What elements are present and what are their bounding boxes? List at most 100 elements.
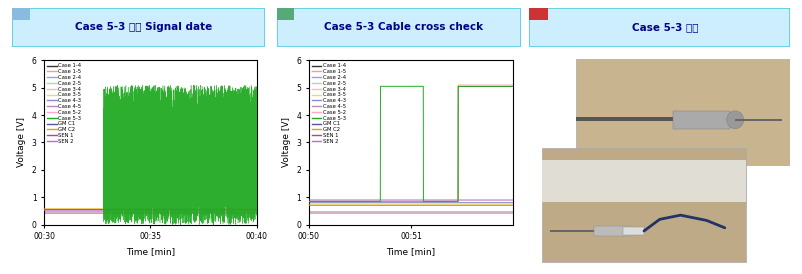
Bar (673, 111, 730, 129)
GM C2 (391, 202, 401, 206)
GM C2 (174, 207, 184, 210)
X-axis label: Time [min]: Time [min] (126, 247, 175, 256)
Case 1-5 (174, 210, 184, 213)
Case 5-3 (492, 85, 502, 88)
SEN 2 (391, 204, 401, 207)
Case 2-5 (401, 211, 411, 214)
SEN 1 (174, 208, 184, 211)
Case 4-3 (174, 212, 184, 215)
Case 4-3 (196, 212, 206, 215)
Case 5-2 (209, 211, 218, 214)
FancyBboxPatch shape (277, 8, 521, 47)
GM C2 (252, 207, 261, 210)
Case 3-4 (209, 212, 218, 215)
Case 2-4 (39, 210, 49, 214)
Case 5-2 (502, 211, 512, 215)
GM C1 (401, 201, 411, 204)
Case 5-2 (391, 211, 401, 215)
Case 3-5 (304, 212, 314, 215)
Case 5-3 (304, 200, 314, 203)
Case 3-4 (492, 210, 501, 214)
Case 5-3 (50, 208, 59, 211)
Bar (550, 230, 602, 232)
Case 4-3 (39, 212, 49, 215)
GM C2 (165, 207, 175, 210)
Case 2-4 (391, 210, 401, 213)
GM C1 (196, 208, 206, 211)
Case 4-5 (165, 210, 175, 213)
Case 5-3 (502, 85, 512, 88)
Case 1-4 (209, 211, 218, 215)
Case 5-2 (50, 211, 59, 214)
GM C1 (452, 201, 462, 204)
Case 3-5 (508, 212, 518, 215)
Case 1-4 (452, 200, 462, 203)
Case 5-3 (390, 85, 399, 88)
Case 2-5 (196, 211, 206, 214)
Case 2-5 (165, 211, 175, 214)
SEN 2 (502, 204, 512, 207)
GM C1 (502, 201, 512, 204)
SEN 1 (39, 208, 49, 211)
Case 5-2 (390, 211, 399, 215)
Case 1-4 (50, 211, 59, 215)
GM C2 (492, 202, 501, 206)
Case 4-3 (401, 210, 411, 214)
Case 2-5 (391, 211, 401, 214)
Case 5-2 (252, 211, 261, 214)
SEN 2 (209, 209, 218, 212)
Case 5-2 (508, 211, 518, 215)
Case 2-5 (390, 211, 399, 214)
SEN 2 (196, 209, 206, 212)
Case 2-4 (252, 210, 261, 214)
SEN 2 (508, 204, 518, 207)
Case 4-5 (174, 210, 184, 213)
GM C2 (390, 202, 399, 206)
SEN 1 (50, 208, 59, 211)
GM C1 (209, 208, 218, 211)
Case 1-4 (492, 85, 502, 88)
SEN 1 (492, 198, 501, 202)
SEN 2 (174, 209, 184, 212)
Case 4-3 (452, 210, 462, 214)
Case 4-3 (502, 210, 512, 214)
Case 2-4 (508, 210, 518, 213)
Case 2-5 (252, 211, 261, 214)
Case 2-4 (174, 210, 184, 214)
Case 1-5 (304, 200, 314, 203)
GM C1 (492, 201, 501, 204)
Case 3-4 (508, 210, 518, 214)
Case 2-4 (401, 210, 411, 213)
Bar (12, 8, 30, 20)
GM C2 (50, 207, 59, 210)
GM C1 (50, 208, 59, 211)
GM C1 (174, 208, 184, 211)
Case 1-5 (116, 210, 126, 213)
Case 2-4 (390, 210, 399, 213)
Case 3-5 (196, 212, 206, 215)
Case 1-4 (453, 85, 463, 88)
Case 3-5 (391, 212, 401, 215)
Case 1-5 (401, 200, 411, 203)
Case 4-5 (209, 210, 218, 213)
Case 3-4 (452, 210, 462, 214)
Case 1-5 (165, 210, 175, 213)
Bar (576, 118, 686, 121)
Case 5-3 (116, 189, 126, 192)
GM C1 (391, 201, 401, 204)
Case 3-5 (174, 212, 184, 215)
Case 4-3 (50, 212, 59, 215)
Bar (542, 148, 746, 262)
Case 5-2 (492, 211, 501, 215)
Case 2-4 (452, 210, 462, 213)
Case 5-2 (165, 211, 175, 214)
Case 3-4 (39, 212, 49, 215)
Case 5-2 (452, 211, 462, 215)
Case 1-4 (502, 85, 512, 88)
SEN 2 (252, 209, 261, 212)
SEN 1 (252, 208, 261, 211)
Case 2-5 (502, 211, 512, 214)
Case 1-4 (174, 211, 184, 215)
Case 3-5 (50, 212, 59, 215)
Case 3-4 (196, 212, 206, 215)
